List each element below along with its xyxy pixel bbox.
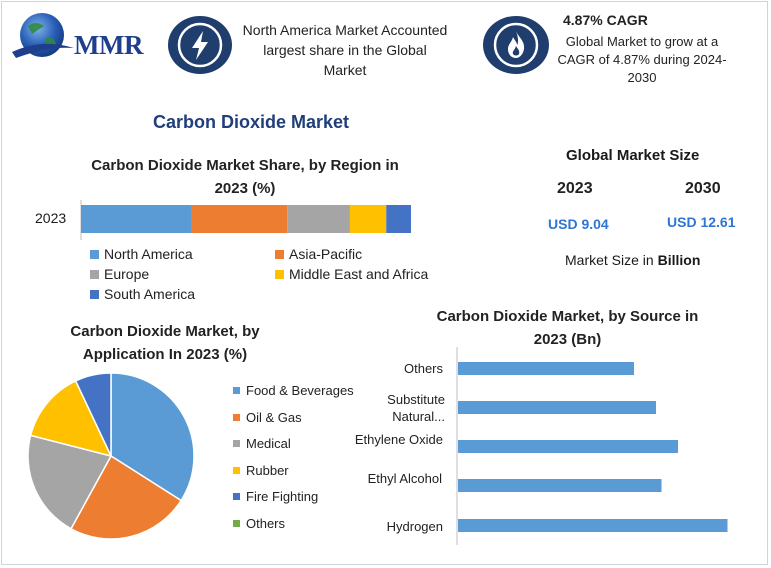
source-bar-substitute-natural <box>458 401 656 414</box>
legend-swatch <box>233 440 240 447</box>
pie-legend-food-beverages: Food & Beverages <box>233 383 354 398</box>
pie-legend-rubber: Rubber <box>233 463 289 478</box>
source-label-ethyl-alcohol: Ethyl Alcohol <box>367 471 442 486</box>
source-bar-ethylene-oxide <box>458 440 678 453</box>
legend-swatch <box>275 250 284 259</box>
flame-icon <box>483 16 549 74</box>
source-chart-title: Carbon Dioxide Market, by Source in 2023… <box>436 308 699 348</box>
pie-slice-rubber <box>29 379 113 458</box>
legend-swatch <box>90 270 99 279</box>
region-segment-north-america <box>81 205 192 233</box>
source-label-ethylene-oxide: Ethylene Oxide <box>354 432 443 447</box>
region-segment-asia-pacific <box>191 205 288 233</box>
pie-legend-oil-gas: Oil & Gas <box>233 410 302 425</box>
market-size-unit-note: Market Size in Billion <box>565 252 701 268</box>
logo-text: MMR <box>74 30 143 60</box>
region-stacked-bar <box>80 200 411 240</box>
region-chart-title: Carbon Dioxide Market Share, by Region i… <box>91 157 399 197</box>
source-label-others: Others <box>403 361 443 376</box>
legend-swatch <box>233 520 240 527</box>
globe-icon <box>12 13 74 58</box>
legend-swatch <box>275 270 284 279</box>
application-pie-chart <box>27 372 195 540</box>
legend-swatch <box>233 493 240 500</box>
source-bar-hydrogen <box>458 519 728 532</box>
legend-europe: Europe <box>90 266 149 282</box>
source-bar-chart <box>456 347 728 545</box>
market-size-year-2023: 2023 <box>557 180 593 197</box>
region-category-label: 2023 <box>35 210 67 226</box>
pie-legend-fire-fighting: Fire Fighting <box>233 489 318 504</box>
source-label-hydrogen: Hydrogen <box>386 519 443 534</box>
source-label-substitute-natural: Substitute Natural... <box>387 392 445 424</box>
legend-north-america: North America <box>90 246 193 262</box>
pie-legend-medical: Medical <box>233 436 291 451</box>
market-size-value-2023: USD 9.04 <box>548 216 609 232</box>
market-size-value-2030: USD 12.61 <box>667 214 736 230</box>
company-logo: MMR <box>8 8 153 70</box>
legend-swatch <box>90 290 99 299</box>
application-chart-title: Carbon Dioxide Market, by Application In… <box>70 323 260 363</box>
legend-swatch <box>233 414 240 421</box>
legend-middle-east-africa: Middle East and Africa <box>275 266 428 282</box>
source-bar-ethyl-alcohol <box>458 479 662 492</box>
cagr-title: 4.87% CAGR <box>563 12 648 28</box>
pie-slice-fire-fighting <box>74 372 112 457</box>
legend-south-america: South America <box>90 286 195 302</box>
page-title: Carbon Dioxide Market <box>153 112 350 132</box>
region-segment-south-america <box>386 205 411 233</box>
pie-slice-oil-gas <box>69 454 183 540</box>
cagr-description: Global Market to grow at a CAGR of 4.87%… <box>557 34 727 85</box>
market-size-year-2030: 2030 <box>685 180 721 197</box>
legend-asia-pacific: Asia-Pacific <box>275 246 362 262</box>
pie-legend-others: Others <box>233 516 285 531</box>
region-segment-europe <box>287 205 350 233</box>
pie-slice-medical <box>27 434 113 530</box>
lightning-icon <box>168 16 232 74</box>
legend-swatch <box>233 387 240 394</box>
region-highlight-text: North America Market Accounted largest s… <box>242 22 448 78</box>
legend-swatch <box>233 467 240 474</box>
market-size-title: Global Market Size <box>566 147 700 164</box>
region-segment-middle-east-and-africa <box>349 205 387 233</box>
source-bar-others <box>458 362 634 375</box>
legend-swatch <box>90 250 99 259</box>
